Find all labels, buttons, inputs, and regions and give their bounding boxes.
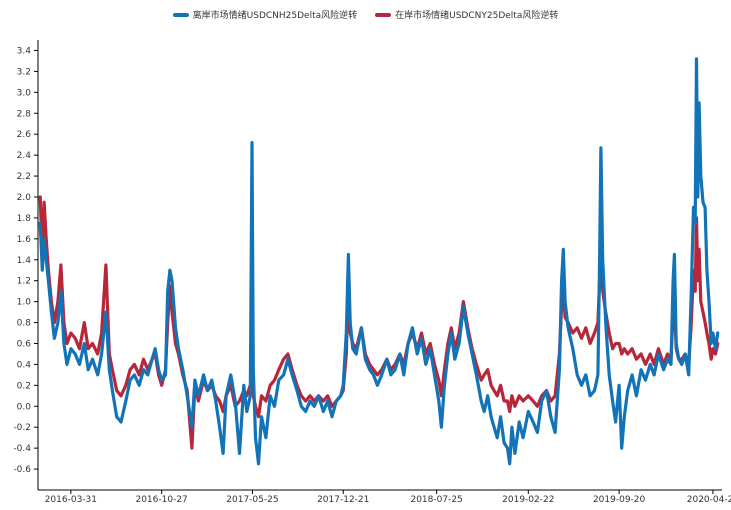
y-tick-label: 1.6 xyxy=(17,235,32,245)
x-tick-label: 2017-12-21 xyxy=(317,495,369,505)
legend-swatch-cnh xyxy=(172,12,189,17)
series-layer xyxy=(38,57,720,466)
y-tick-label: 0.4 xyxy=(17,360,32,370)
y-tick-label: 2.8 xyxy=(17,109,32,119)
chart-axes: 3.4 3.2 3.0 2.8 2.6 2.4 2.2 2.0 1.8 1.6 1.4 1.2 1.0 0… xyxy=(13,40,731,505)
legend-label-cny: 在岸市场情绪USDCNY25Delta风险逆转 xyxy=(395,11,559,21)
x-tick-label: 2017-05-25 xyxy=(226,495,278,505)
x-tick-label: 2019-02-22 xyxy=(502,495,554,505)
y-tick-label: -0.6 xyxy=(13,465,31,475)
legend-swatch-cny xyxy=(375,12,392,17)
y-tick-label: 3.4 xyxy=(17,46,32,56)
y-tick-label: 1.8 xyxy=(17,214,32,224)
series-line-cnh xyxy=(38,57,720,466)
y-tick-label: 1.4 xyxy=(17,256,32,266)
y-tick-label: 0.6 xyxy=(17,339,32,349)
x-tick-label: 2019-09-20 xyxy=(593,495,646,505)
y-tick-label: -0.4 xyxy=(13,444,31,454)
legend-item-cny[interactable]: 在岸市场情绪USDCNY25Delta风险逆转 xyxy=(375,8,558,21)
y-tick-label: 2.6 xyxy=(17,130,32,140)
y-tick-label: -0.2 xyxy=(13,423,31,433)
y-tick-label: 0.0 xyxy=(17,402,32,412)
y-tick-label: 1.0 xyxy=(17,298,32,308)
y-tick-label: 2.2 xyxy=(17,172,31,182)
chart-legend: 离岸市场情绪USDCNH25Delta风险逆转 在岸市场情绪USDCNY25De… xyxy=(0,8,731,21)
x-tick-label: 2016-03-31 xyxy=(45,495,97,505)
x-tick-label: 2016-10-27 xyxy=(135,495,187,505)
y-tick-label: 1.2 xyxy=(17,277,31,287)
y-tick-label: 3.2 xyxy=(17,67,31,77)
legend-item-cnh[interactable]: 离岸市场情绪USDCNH25Delta风险逆转 xyxy=(172,8,358,21)
x-tick-label: 2018-07-25 xyxy=(410,495,462,505)
x-tick-label: 2020-04-24 xyxy=(687,495,731,505)
y-tick-label: 2.4 xyxy=(17,151,32,161)
y-tick-label: 3.0 xyxy=(17,88,32,98)
y-tick-label: 0.2 xyxy=(17,381,31,391)
legend-label-cnh: 离岸市场情绪USDCNH25Delta风险逆转 xyxy=(192,11,358,21)
y-tick-label: 0.8 xyxy=(17,319,32,329)
y-tick-label: 2.0 xyxy=(17,193,32,203)
